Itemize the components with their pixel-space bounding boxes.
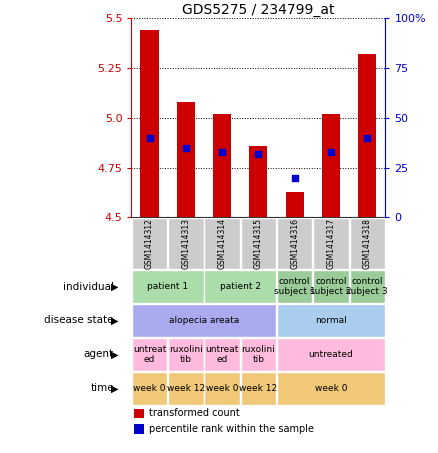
Text: week 0: week 0	[133, 384, 166, 393]
Bar	[205, 218, 240, 269]
Bar	[322, 114, 340, 217]
Text: GSM1414314: GSM1414314	[218, 218, 226, 269]
Text: individual: individual	[63, 281, 114, 292]
Text: week 0: week 0	[315, 384, 347, 393]
Bar	[249, 146, 268, 217]
Text: normal: normal	[315, 316, 347, 325]
Bar	[205, 372, 240, 405]
Bar	[205, 338, 240, 371]
Bar	[350, 270, 385, 303]
Bar	[132, 372, 167, 405]
Text: GSM1414318: GSM1414318	[363, 218, 372, 269]
Text: patient 2: patient 2	[220, 282, 261, 291]
Point	[182, 144, 189, 151]
Text: ▶: ▶	[111, 315, 118, 326]
Bar	[213, 114, 231, 217]
Bar	[358, 54, 376, 217]
Text: ▶: ▶	[111, 281, 118, 292]
Text: untreated: untreated	[309, 350, 353, 359]
Bar	[286, 192, 304, 217]
Title: GDS5275 / 234799_at: GDS5275 / 234799_at	[182, 3, 335, 17]
Text: alopecia areata: alopecia areata	[169, 316, 239, 325]
Point	[328, 148, 335, 155]
Text: ruxolini
tib: ruxolini tib	[169, 345, 203, 364]
Bar	[134, 409, 144, 418]
Text: time: time	[90, 383, 114, 394]
Bar	[313, 218, 349, 269]
Bar	[132, 270, 204, 303]
Bar	[168, 372, 204, 405]
Bar	[134, 424, 144, 434]
Text: percentile rank within the sample: percentile rank within the sample	[149, 424, 314, 434]
Text: week 0: week 0	[206, 384, 238, 393]
Bar	[277, 218, 312, 269]
Text: GSM1414315: GSM1414315	[254, 218, 263, 269]
Bar	[168, 338, 204, 371]
Bar	[277, 372, 385, 405]
Text: patient 1: patient 1	[147, 282, 188, 291]
Point	[255, 150, 262, 157]
Bar	[277, 270, 312, 303]
Bar	[240, 218, 276, 269]
Bar	[240, 338, 276, 371]
Bar	[141, 30, 159, 217]
Bar	[240, 372, 276, 405]
Bar	[205, 270, 276, 303]
Text: agent: agent	[84, 349, 114, 360]
Text: GSM1414313: GSM1414313	[181, 218, 191, 269]
Text: GSM1414312: GSM1414312	[145, 218, 154, 269]
Bar	[168, 218, 204, 269]
Text: disease state: disease state	[44, 315, 114, 326]
Bar	[132, 304, 276, 337]
Point	[219, 148, 226, 155]
Text: ▶: ▶	[111, 383, 118, 394]
Bar	[132, 338, 167, 371]
Bar	[132, 218, 167, 269]
Text: control
subject 2: control subject 2	[310, 277, 352, 296]
Text: ruxolini
tib: ruxolini tib	[241, 345, 276, 364]
Text: GSM1414317: GSM1414317	[326, 218, 336, 269]
Text: untreat
ed: untreat ed	[205, 345, 239, 364]
Bar	[277, 304, 385, 337]
Bar	[350, 218, 385, 269]
Text: control
subject 3: control subject 3	[346, 277, 388, 296]
Text: ▶: ▶	[111, 349, 118, 360]
Point	[146, 134, 153, 141]
Text: GSM1414316: GSM1414316	[290, 218, 299, 269]
Point	[291, 174, 298, 181]
Text: week 12: week 12	[239, 384, 278, 393]
Text: untreat
ed: untreat ed	[133, 345, 166, 364]
Bar	[277, 338, 385, 371]
Text: week 12: week 12	[167, 384, 205, 393]
Text: control
subject 1: control subject 1	[274, 277, 315, 296]
Text: transformed count: transformed count	[149, 408, 240, 419]
Bar	[313, 270, 349, 303]
Bar	[177, 102, 195, 217]
Point	[364, 134, 371, 141]
